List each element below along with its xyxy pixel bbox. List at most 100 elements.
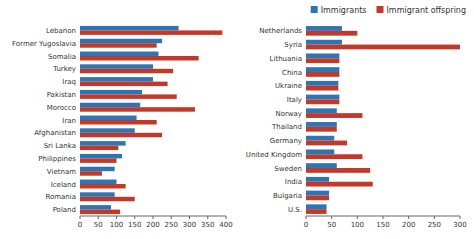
x-tick bbox=[98, 216, 99, 219]
x-tick bbox=[207, 216, 208, 219]
category-label: Pakistan bbox=[47, 91, 76, 99]
bar bbox=[306, 127, 337, 132]
category-label: Poland bbox=[53, 206, 76, 214]
category-label: Iraq bbox=[62, 78, 76, 86]
category-label: Bulgaria bbox=[273, 192, 302, 200]
x-tick-label: 50 bbox=[94, 221, 103, 229]
x-tick bbox=[383, 216, 384, 219]
bar bbox=[80, 154, 122, 158]
category-label: Romania bbox=[45, 193, 76, 201]
bars bbox=[306, 26, 460, 214]
category-label: Somalia bbox=[48, 53, 76, 61]
category-label: Philippines bbox=[38, 155, 76, 163]
bar bbox=[306, 40, 342, 45]
bar bbox=[306, 99, 339, 104]
bar bbox=[80, 167, 115, 171]
legend-label: Immigrants bbox=[321, 6, 367, 15]
category-label: Afghanistan bbox=[34, 129, 76, 137]
x-tick bbox=[226, 216, 227, 219]
x-tick-label: 150 bbox=[128, 221, 141, 229]
category-label: Ukraine bbox=[275, 82, 302, 90]
category-label: Morocco bbox=[47, 104, 76, 112]
bar bbox=[80, 39, 162, 43]
bar bbox=[306, 58, 339, 63]
x-tick-label: 300 bbox=[183, 221, 196, 229]
bar bbox=[306, 26, 342, 31]
bar bbox=[80, 77, 153, 81]
x-tick-label: 100 bbox=[110, 221, 123, 229]
category-label: Vietnam bbox=[47, 168, 76, 176]
x-tick-label: 250 bbox=[165, 221, 178, 229]
bar bbox=[80, 171, 102, 175]
x-tick-label: 200 bbox=[402, 221, 415, 229]
x-tick bbox=[134, 216, 135, 219]
x-tick bbox=[171, 216, 172, 219]
bar bbox=[80, 26, 179, 30]
category-label: Lebanon bbox=[46, 27, 76, 35]
bar bbox=[80, 133, 162, 137]
x-tick bbox=[116, 216, 117, 219]
bar bbox=[80, 90, 142, 94]
bar bbox=[306, 149, 334, 154]
category-label: Iceland bbox=[51, 181, 76, 189]
bar bbox=[80, 120, 157, 124]
category-label: Iran bbox=[62, 117, 76, 125]
category-label: Norway bbox=[275, 110, 302, 118]
category-label: Former Yugoslavia bbox=[12, 40, 76, 48]
bar bbox=[306, 154, 362, 159]
bar bbox=[306, 45, 460, 50]
bars bbox=[80, 26, 222, 214]
bar bbox=[80, 146, 118, 150]
legend-swatch bbox=[377, 6, 384, 13]
bar bbox=[80, 116, 137, 120]
panel: NetherlandsSyriaLithuaniaChinaUkraineIta… bbox=[246, 26, 467, 229]
category-label: Sweden bbox=[274, 165, 302, 173]
category-label: Lithuania bbox=[270, 55, 302, 63]
legend-swatch bbox=[311, 6, 318, 13]
bar bbox=[306, 31, 357, 36]
category-label: Netherlands bbox=[259, 27, 302, 35]
x-tick-label: 150 bbox=[376, 221, 389, 229]
legend: ImmigrantsImmigrant offspring bbox=[311, 6, 466, 15]
bar bbox=[80, 52, 158, 56]
category-label: U.S. bbox=[288, 206, 302, 214]
category-label: China bbox=[282, 69, 302, 77]
bar bbox=[306, 136, 334, 141]
bar bbox=[80, 158, 117, 162]
bar bbox=[306, 195, 329, 200]
x-tick-label: 0 bbox=[304, 221, 308, 229]
bar bbox=[306, 95, 339, 100]
category-label: Sri Lanka bbox=[44, 142, 76, 150]
bar bbox=[306, 81, 338, 86]
bar bbox=[306, 182, 373, 187]
bar bbox=[80, 103, 140, 107]
x-tick-label: 100 bbox=[351, 221, 364, 229]
bar bbox=[306, 209, 327, 214]
category-label: Thailand bbox=[271, 123, 302, 131]
bar bbox=[306, 163, 337, 168]
bar bbox=[80, 210, 120, 214]
x-tick bbox=[434, 216, 435, 219]
bar bbox=[80, 43, 157, 47]
x-tick bbox=[357, 216, 358, 219]
bar bbox=[80, 82, 168, 86]
bar bbox=[306, 113, 362, 118]
bar bbox=[80, 56, 199, 60]
bar bbox=[80, 184, 126, 188]
bar bbox=[306, 177, 329, 182]
bar bbox=[306, 168, 370, 173]
x-tick bbox=[408, 216, 409, 219]
category-label: Turkey bbox=[52, 65, 76, 73]
bar bbox=[306, 141, 347, 146]
bar bbox=[306, 72, 339, 77]
bar bbox=[80, 197, 135, 201]
x-tick bbox=[331, 216, 332, 219]
x-tick bbox=[153, 216, 154, 219]
bar bbox=[306, 86, 338, 91]
bar bbox=[80, 141, 126, 145]
bar bbox=[306, 67, 339, 72]
x-tick-label: 400 bbox=[219, 221, 232, 229]
x-tick-label: 300 bbox=[453, 221, 466, 229]
bar bbox=[306, 204, 327, 209]
bar bbox=[80, 205, 111, 209]
